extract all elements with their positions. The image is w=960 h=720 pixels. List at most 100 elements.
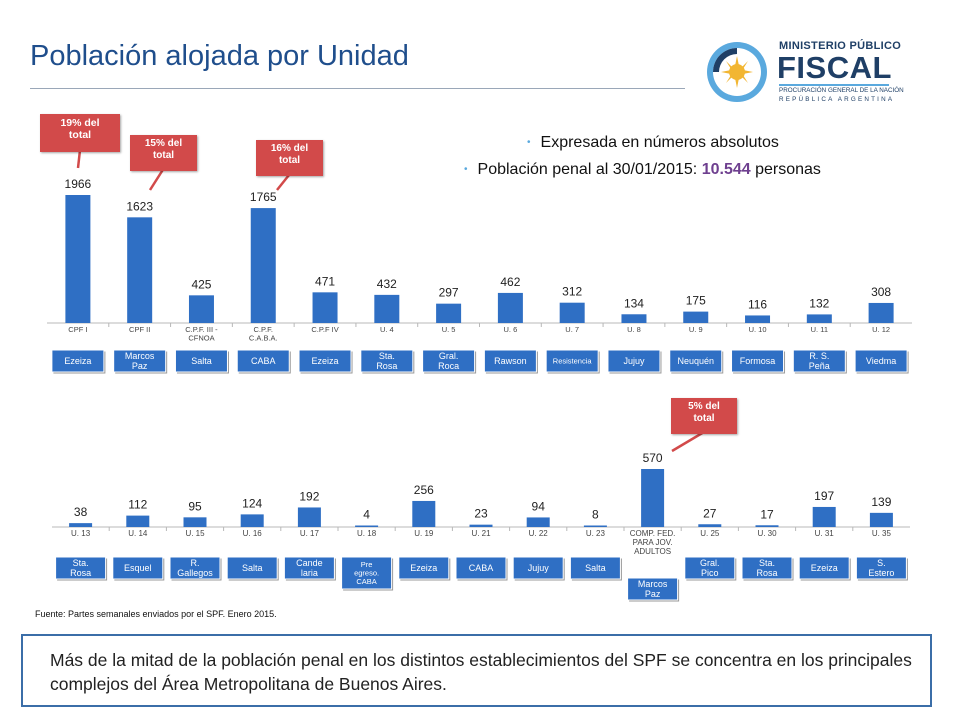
location-label: CABA	[251, 356, 276, 366]
data-label: 308	[871, 285, 891, 299]
location-badge	[113, 349, 167, 373]
category-label: U. 12	[872, 325, 890, 334]
category-label: C.P.F. C.A.B.A.	[249, 325, 278, 343]
location-badge	[741, 556, 793, 580]
bar	[312, 292, 338, 323]
category-label-line: U. 14	[128, 529, 148, 538]
location-label-line: Rosa	[376, 361, 397, 371]
category-label-line: U. 18	[357, 529, 377, 538]
bar	[355, 525, 379, 527]
location-label-line: R.	[191, 558, 200, 568]
category-label: U. 9	[689, 325, 703, 334]
location-label-line: Sta.	[73, 558, 89, 568]
bar	[126, 515, 150, 527]
summary-text: Más de la mitad de la población penal en…	[50, 650, 912, 694]
data-label: 462	[500, 275, 520, 289]
location-label: Marcos Paz	[638, 579, 668, 599]
data-label: 432	[377, 277, 397, 291]
location-label: Gral. Pico	[700, 558, 720, 578]
category-label-line: U. 7	[565, 325, 579, 334]
location-label-line: Viedma	[866, 356, 896, 366]
bar	[240, 514, 264, 527]
category-label-line: U. 31	[815, 529, 835, 538]
category-label-line: U. 9	[689, 325, 703, 334]
location-badge	[174, 349, 228, 373]
location-badge	[545, 349, 599, 373]
location-label-line: Sta.	[379, 351, 395, 361]
location-badge	[569, 556, 621, 580]
data-label: 8	[592, 508, 599, 522]
location-badge	[669, 349, 723, 373]
location-label-line: S.	[877, 558, 886, 568]
data-label: 17	[760, 507, 774, 521]
data-label: 192	[299, 489, 319, 503]
location-label-line: Rosa	[70, 568, 91, 578]
location-label-line: Gral.	[439, 351, 459, 361]
location-label: Formosa	[740, 356, 776, 366]
location-label-line: Esquel	[124, 563, 152, 573]
bar	[559, 302, 585, 323]
data-label: 197	[814, 489, 834, 503]
category-label-line: U. 25	[700, 529, 720, 538]
location-label: Salta	[585, 563, 606, 573]
data-label: 112	[128, 498, 147, 512]
data-label: 570	[643, 451, 663, 465]
category-label-line: U. 16	[243, 529, 263, 538]
location-label-line: Sta.	[759, 558, 775, 568]
data-label: 94	[532, 499, 546, 513]
logo-line-ministerio: MINISTERIO PÚBLICO	[779, 40, 902, 52]
location-badge	[169, 556, 221, 580]
location-label-line: Ezeiza	[410, 563, 437, 573]
location-label: Salta	[191, 356, 212, 366]
category-label-line: COMP. FED.	[630, 529, 676, 538]
bullet-units: • Expresada en números absolutos	[527, 134, 779, 152]
location-label-line: Jujuy	[528, 563, 550, 573]
category-label-line: C.P.F. III -	[185, 325, 218, 334]
category-label: CPF I	[68, 325, 87, 334]
bar	[412, 500, 436, 527]
location-label-line: Cande	[296, 558, 323, 568]
location-label: Ezeiza	[312, 356, 339, 366]
location-badge	[283, 556, 335, 580]
bar	[436, 303, 462, 323]
category-label-line: CPF II	[129, 325, 150, 334]
bullet-dot-icon: •	[464, 164, 468, 175]
category-label-line: U. 5	[442, 325, 456, 334]
category-label-line: U. 15	[185, 529, 205, 538]
bar	[374, 294, 400, 323]
source-note: Fuente: Partes semanales enviados por el…	[35, 609, 277, 619]
location-badge	[483, 349, 537, 373]
location-label: R. S. Peña	[809, 351, 830, 371]
category-label: U. 7	[565, 325, 579, 334]
location-label-line: Rosa	[756, 568, 777, 578]
category-label-line: C.P.F IV	[311, 325, 338, 334]
location-label-line: Salta	[242, 563, 263, 573]
data-label: 312	[562, 285, 582, 299]
location-label-line: Peña	[809, 361, 830, 371]
category-label: U. 4	[380, 325, 394, 334]
location-label: Neuquén	[677, 356, 714, 366]
location-badge	[731, 349, 785, 373]
location-badge	[455, 556, 507, 580]
category-label: U. 18	[357, 529, 377, 538]
category-label: U. 35	[872, 529, 892, 538]
location-label: Jujuy	[528, 563, 550, 573]
location-badge	[607, 349, 661, 373]
data-label: 1765	[250, 190, 277, 204]
location-label-line: Paz	[132, 361, 148, 371]
bar	[469, 524, 493, 527]
location-label-line: Resistencia	[553, 357, 593, 366]
location-label: S. Estero	[868, 558, 894, 578]
location-badge	[360, 349, 414, 373]
category-label-line: U. 13	[71, 529, 91, 538]
location-label: Gral. Roca	[438, 351, 459, 371]
category-label-line: CFNOA	[188, 334, 214, 343]
location-badge	[798, 556, 850, 580]
category-label: U. 10	[749, 325, 767, 334]
location-label: Resistencia	[553, 357, 593, 366]
location-label-line: Jujuy	[623, 356, 645, 366]
data-label: 425	[191, 277, 211, 291]
logo-divider	[779, 84, 889, 86]
data-label: 132	[809, 296, 829, 310]
bar	[127, 217, 153, 323]
